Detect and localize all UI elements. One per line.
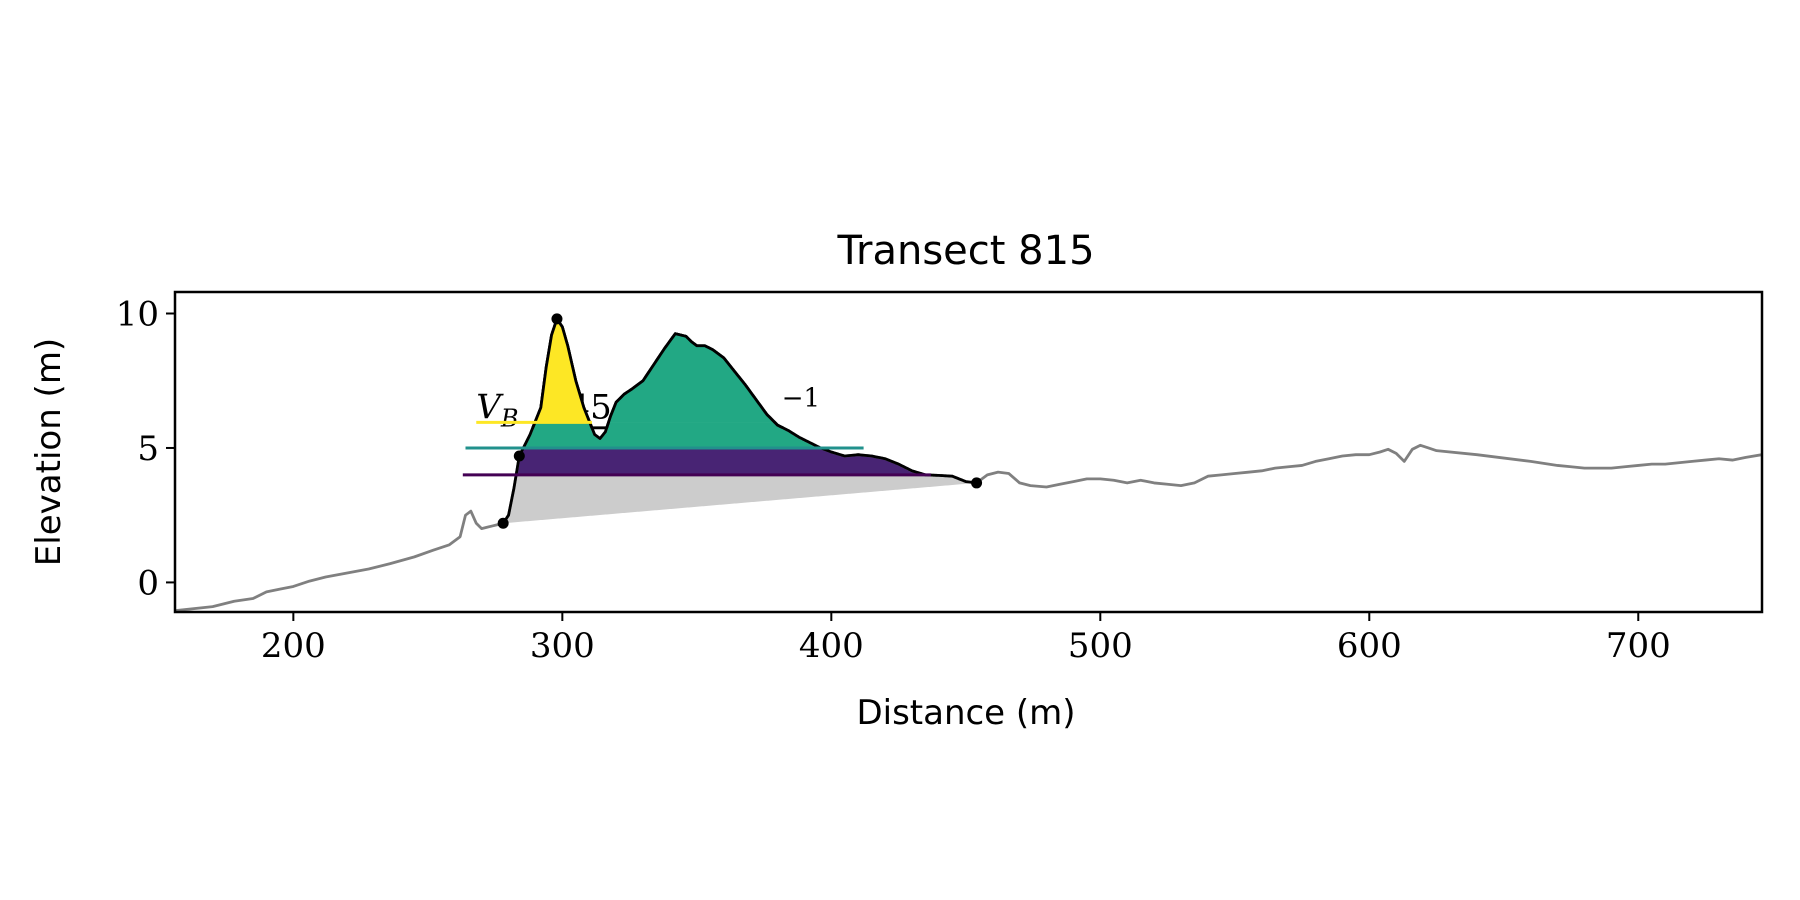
- x-tick-label: 600: [1337, 626, 1402, 666]
- layer-mid: [503, 422, 977, 448]
- axes-frame: [173, 290, 1764, 614]
- y-tick-label: 10: [116, 295, 159, 335]
- volume-annotation: VB 45 −1: [462, 317, 977, 477]
- chart-title: Transect 815: [836, 228, 1094, 274]
- x-tick-label: 700: [1606, 626, 1671, 666]
- x-tick-label: 200: [261, 626, 326, 666]
- cover-high: [503, 318, 592, 423]
- key-point: [513, 450, 525, 462]
- y-tick-label: 0: [137, 563, 159, 603]
- y-axis: 0 5 10: [116, 295, 175, 603]
- x-tick-label: 500: [1068, 626, 1133, 666]
- x-tick-label: 300: [530, 626, 595, 666]
- annotation-symbol: V: [476, 387, 504, 427]
- key-point: [551, 313, 563, 325]
- key-point: [971, 477, 983, 489]
- key-points: [497, 313, 983, 529]
- y-axis-label: Elevation (m): [29, 338, 69, 566]
- y-tick-label: 5: [137, 429, 159, 469]
- cover-mid: [591, 333, 977, 423]
- annotation-superscript: −1: [782, 383, 820, 413]
- x-axis: 200 300 400 500 600 700: [261, 612, 1671, 666]
- x-tick-label: 400: [799, 626, 864, 666]
- dune-outline-top: [531, 317, 784, 430]
- x-axis-label: Distance (m): [856, 693, 1075, 733]
- base-area: [503, 474, 977, 524]
- key-point: [497, 517, 509, 529]
- annotation-subscript: B: [500, 404, 519, 432]
